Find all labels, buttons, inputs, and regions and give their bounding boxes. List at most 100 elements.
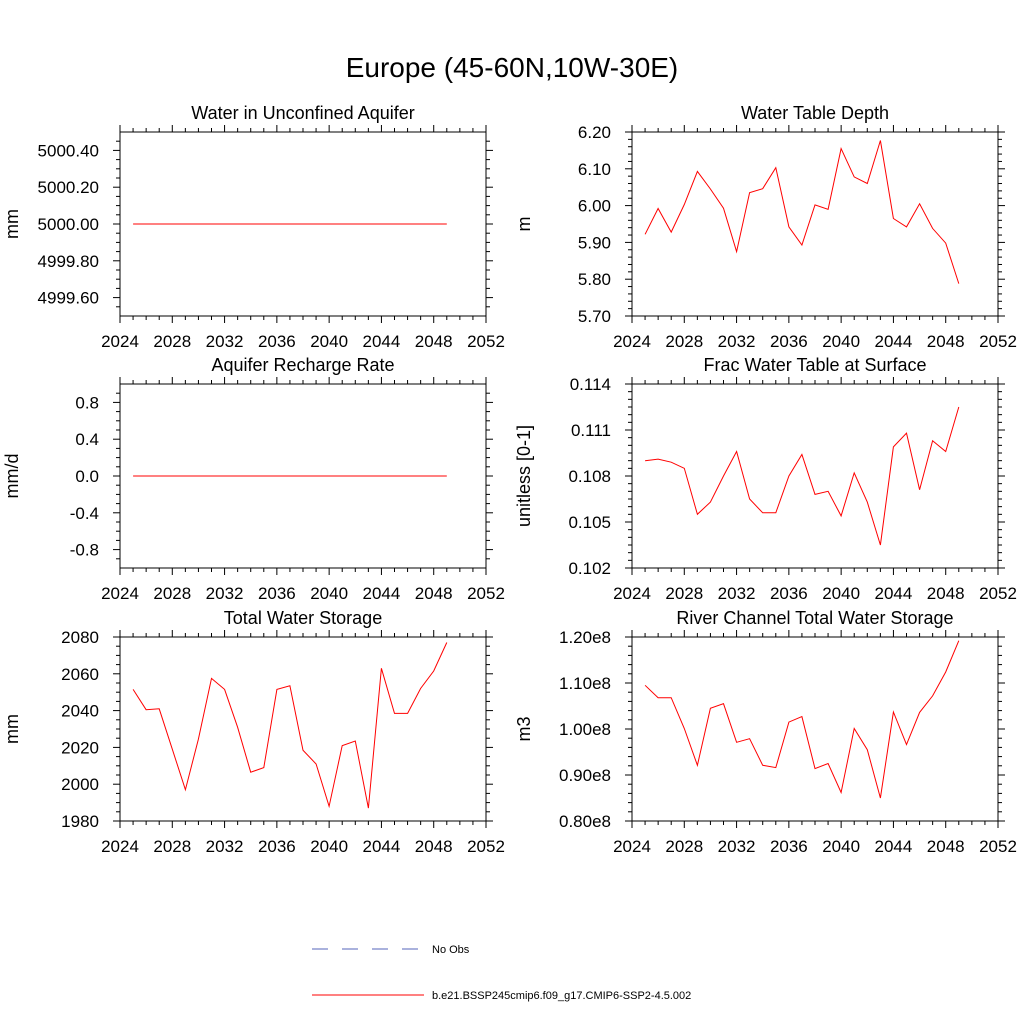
y-tick-label: 2020	[61, 738, 99, 757]
y-tick-label: 1980	[61, 812, 99, 831]
chart-panel-5: Total Water Storage mm 2024 2028 2032 2036 204…	[2, 608, 505, 856]
y-tick-label: 0.108	[568, 467, 611, 486]
chart-panel-4: Frac Water Table at Surface unitless [0-1…	[514, 355, 1017, 603]
x-tick-label: 2036	[258, 837, 296, 856]
x-tick-label: 2044	[363, 837, 401, 856]
x-tick-label: 2028	[665, 584, 703, 603]
x-tick-label: 2052	[467, 837, 505, 856]
x-tick-label: 2052	[467, 332, 505, 351]
y-tick-label: 4999.60	[38, 289, 99, 308]
y-tick-label: 5000.00	[38, 215, 99, 234]
y-tick-label: 0.8	[75, 393, 99, 412]
x-tick-label: 2048	[927, 332, 965, 351]
x-tick-label: 2036	[258, 332, 296, 351]
x-tick-label: 2032	[718, 584, 756, 603]
x-tick-label: 2040	[310, 837, 348, 856]
x-tick-label: 2040	[822, 332, 860, 351]
x-tick-label: 2044	[875, 332, 913, 351]
x-tick-label: 2048	[415, 332, 453, 351]
x-tick-label: 2024	[613, 584, 651, 603]
x-tick-label: 2052	[979, 332, 1017, 351]
series-line	[132, 642, 448, 809]
x-tick-label: 2052	[467, 584, 505, 603]
x-tick-label: 2036	[770, 837, 808, 856]
x-tick-label: 2048	[415, 837, 453, 856]
x-tick-label: 2048	[927, 584, 965, 603]
x-tick-label: 2052	[979, 584, 1017, 603]
panel-title: River Channel Total Water Storage	[676, 608, 953, 628]
y-tick-label: 6.20	[578, 123, 611, 142]
y-axis-label: m	[514, 217, 534, 232]
x-tick-label: 2032	[206, 837, 244, 856]
x-tick-label: 2028	[153, 332, 191, 351]
y-tick-label: 6.00	[578, 197, 611, 216]
panel-title: Frac Water Table at Surface	[703, 355, 926, 375]
x-tick-label: 2028	[153, 584, 191, 603]
x-tick-label: 2032	[718, 332, 756, 351]
y-axis-label: mm	[2, 209, 22, 239]
x-tick-label: 2040	[822, 837, 860, 856]
x-tick-label: 2040	[310, 332, 348, 351]
x-tick-label: 2036	[258, 584, 296, 603]
x-tick-label: 2024	[101, 837, 139, 856]
y-tick-label: 5000.40	[38, 141, 99, 160]
x-tick-label: 2028	[665, 332, 703, 351]
chart-panel-3: Aquifer Recharge Rate mm/d 2024 2028 2032 203…	[2, 355, 505, 603]
y-tick-label: 0.102	[568, 559, 611, 578]
y-tick-label: 0.114	[570, 375, 611, 394]
y-tick-label: -0.4	[70, 504, 99, 523]
panel-title: Water Table Depth	[741, 103, 889, 123]
x-tick-label: 2040	[822, 584, 860, 603]
y-tick-label: 5.70	[578, 307, 611, 326]
chart-panel-6: River Channel Total Water Storage m3 2024 2…	[514, 608, 1017, 856]
x-tick-label: 2032	[718, 837, 756, 856]
y-tick-label: 0.4	[75, 430, 99, 449]
plot-frame	[119, 636, 487, 822]
series-line	[644, 640, 960, 799]
y-tick-label: 2040	[61, 702, 99, 721]
y-axis-label: mm	[2, 714, 22, 744]
chart-panel-2: Water Table Depth m 2024 2028 2032 2036 2040 20…	[514, 103, 1017, 351]
y-axis-label: mm/d	[2, 454, 22, 499]
x-tick-label: 2024	[613, 837, 651, 856]
x-tick-label: 2024	[613, 332, 651, 351]
y-tick-label: 1.20e8	[559, 628, 611, 647]
x-tick-label: 2040	[310, 584, 348, 603]
panel-title: Water in Unconfined Aquifer	[191, 103, 414, 123]
y-tick-label: 0.90e8	[559, 766, 611, 785]
panel-title: Aquifer Recharge Rate	[211, 355, 394, 375]
y-axis-label: unitless [0-1]	[514, 425, 534, 527]
x-tick-label: 2036	[770, 584, 808, 603]
y-tick-label: 5000.20	[38, 178, 99, 197]
x-tick-label: 2048	[415, 584, 453, 603]
x-tick-label: 2044	[875, 584, 913, 603]
y-tick-label: 0.0	[75, 467, 99, 486]
x-tick-label: 2044	[363, 332, 401, 351]
x-tick-label: 2028	[153, 837, 191, 856]
y-tick-label: 5.80	[578, 270, 611, 289]
x-tick-label: 2044	[875, 837, 913, 856]
x-tick-label: 2024	[101, 332, 139, 351]
chart-panel-1: Water in Unconfined Aquifer mm 2024 2028 203…	[2, 103, 505, 351]
y-tick-label: 1.00e8	[559, 720, 611, 739]
panel-title: Total Water Storage	[224, 608, 382, 628]
y-tick-label: 6.10	[578, 160, 611, 179]
y-tick-label: 2000	[61, 775, 99, 794]
x-tick-label: 2044	[363, 584, 401, 603]
x-tick-label: 2028	[665, 837, 703, 856]
plot-frame	[631, 636, 999, 822]
x-tick-label: 2052	[979, 837, 1017, 856]
y-axis-label: m3	[514, 716, 534, 741]
y-tick-label: 5.90	[578, 233, 611, 252]
series-line	[644, 140, 960, 284]
y-tick-label: 0.80e8	[559, 812, 611, 831]
plot-frame	[631, 131, 999, 317]
y-tick-label: 0.105	[568, 513, 611, 532]
x-tick-label: 2036	[770, 332, 808, 351]
series-line	[645, 406, 960, 546]
x-tick-label: 2024	[101, 584, 139, 603]
x-tick-label: 2048	[927, 837, 965, 856]
y-tick-label: 1.10e8	[559, 674, 611, 693]
page-title: Europe (45-60N,10W-30E)	[345, 52, 679, 83]
y-tick-label: 0.111	[571, 421, 611, 440]
